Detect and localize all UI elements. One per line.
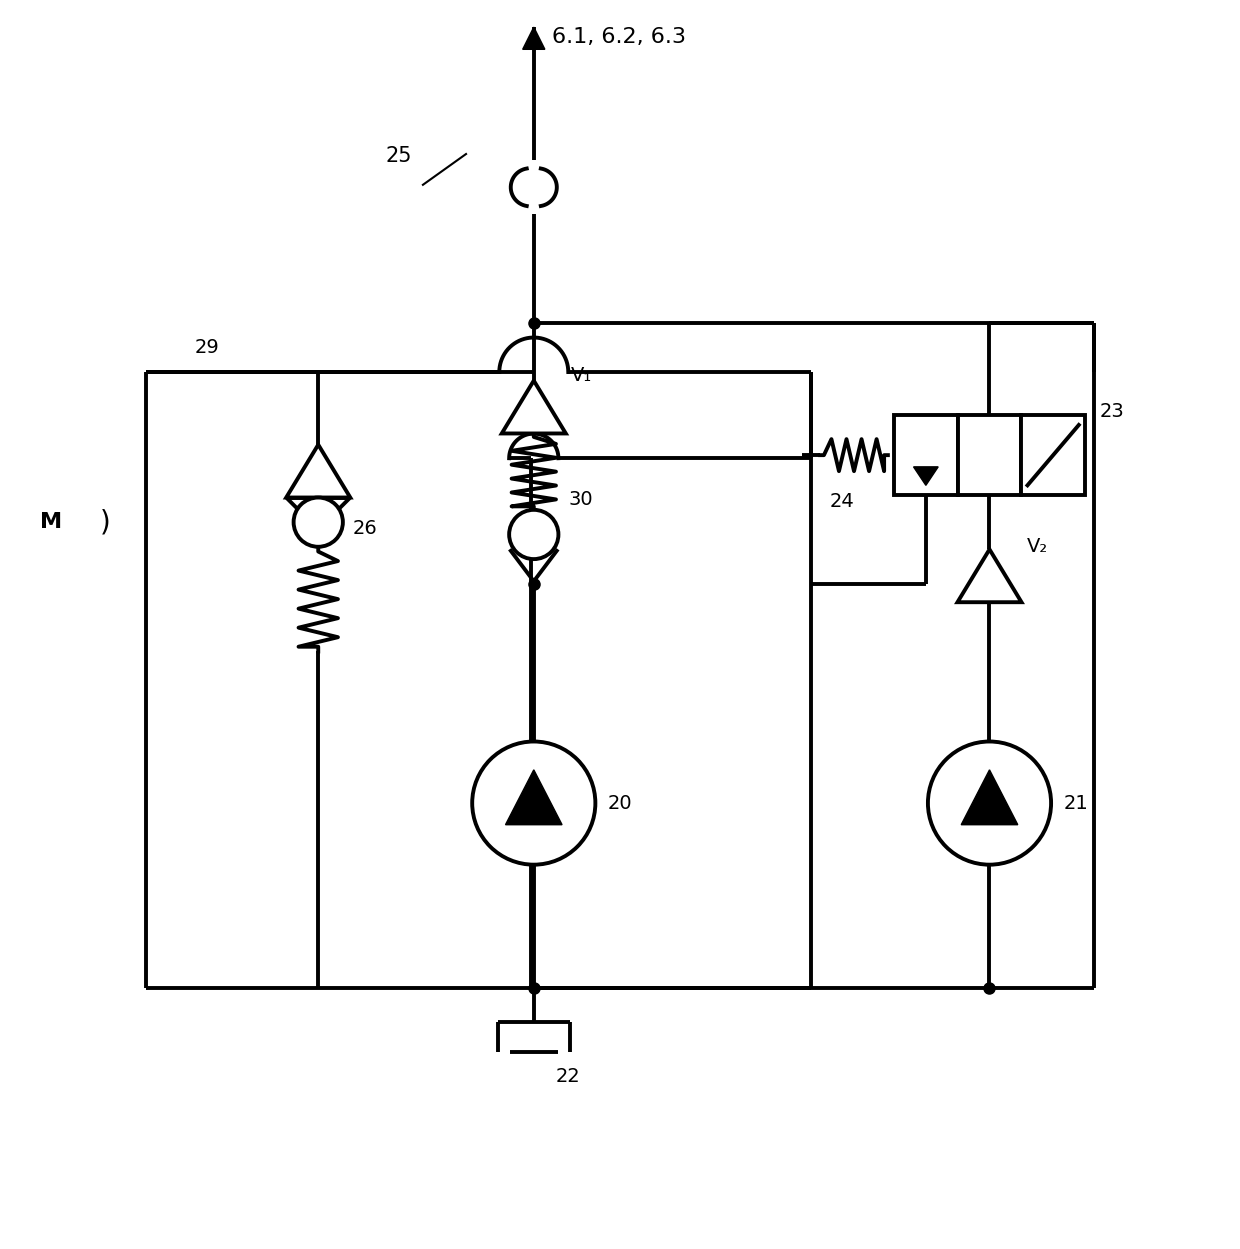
Polygon shape [286,445,350,497]
Polygon shape [914,467,939,486]
Text: 21: 21 [1064,793,1089,813]
Polygon shape [961,769,1018,824]
Polygon shape [957,550,1022,602]
Circle shape [294,497,343,547]
Text: 22: 22 [556,1067,580,1087]
Text: ): ) [99,508,110,536]
Bar [894,415,957,495]
Text: 20: 20 [608,793,632,813]
Bar [957,415,1022,495]
Polygon shape [502,381,565,433]
Circle shape [472,742,595,864]
Text: 30: 30 [568,491,593,510]
Text: 26: 26 [352,518,377,538]
Bar [1022,415,1085,495]
Circle shape [510,510,558,560]
Circle shape [928,742,1052,864]
Text: V₁: V₁ [570,366,591,385]
Polygon shape [523,27,544,49]
Text: 6.1, 6.2, 6.3: 6.1, 6.2, 6.3 [552,27,686,47]
Text: M: M [40,512,62,532]
Text: 25: 25 [386,146,413,166]
Text: V₂: V₂ [1027,537,1048,556]
Polygon shape [506,769,562,824]
Text: 24: 24 [830,492,854,511]
Text: 29: 29 [195,338,219,357]
Text: 23: 23 [1100,402,1125,421]
